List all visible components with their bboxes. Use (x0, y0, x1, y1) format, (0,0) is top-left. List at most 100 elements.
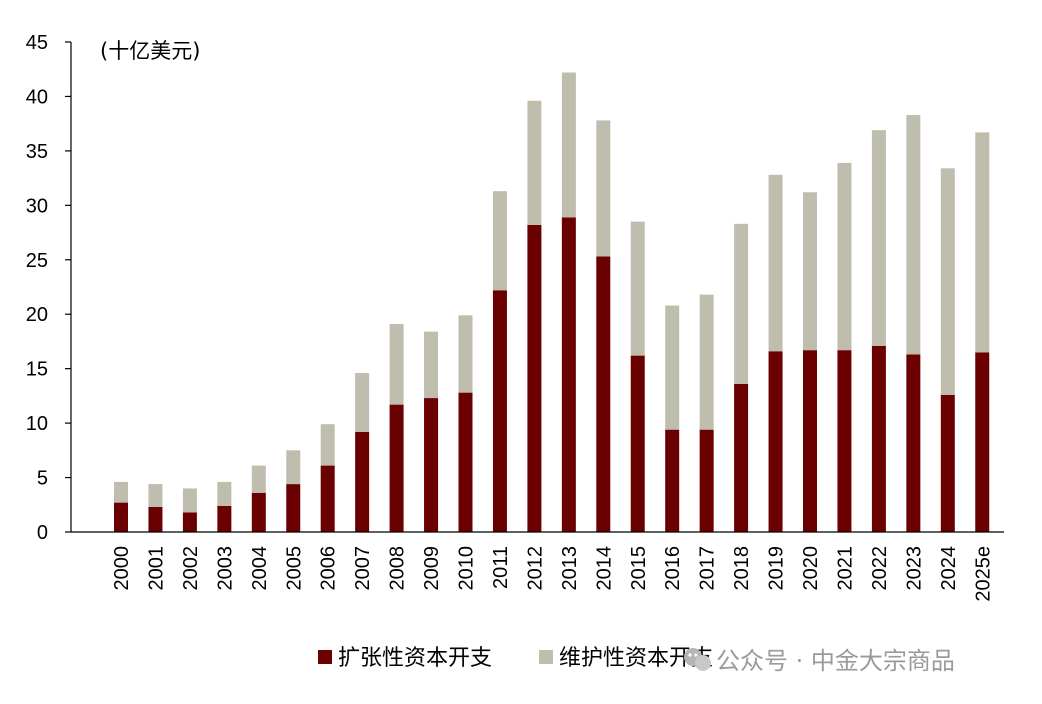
y-axis: 0 5 10 15 20 25 30 35 40 45 (26, 32, 72, 544)
bar-maintenance-2022 (871, 130, 886, 346)
bar-maintenance-2009 (424, 331, 439, 399)
unit-label: (十亿美元) (100, 39, 200, 63)
bar-maintenance-2023 (906, 114, 921, 355)
x-tick-label: 2020 (800, 546, 822, 591)
bar-expansion-2001 (148, 506, 163, 532)
x-tick-label: 2017 (697, 546, 719, 591)
y-tick-label: 15 (26, 359, 48, 381)
bar-maintenance-2018 (734, 223, 749, 384)
bar-maintenance-2011 (492, 191, 507, 291)
bar-maintenance-2005 (286, 450, 301, 485)
bar-expansion-2012 (527, 224, 542, 532)
y-tick-label: 40 (26, 86, 48, 108)
bar-expansion-2008 (389, 404, 404, 532)
bar-maintenance-2003 (217, 481, 232, 506)
bar-maintenance-2016 (665, 305, 680, 430)
x-tick-label: 2025e (972, 546, 994, 602)
y-tick-label: 10 (26, 413, 48, 435)
x-tick-label: 2012 (524, 546, 546, 591)
x-axis: 2000 2001 2002 2003 2004 2005 2006 2007 2008 2009… (71, 531, 1004, 602)
bar-expansion-2000 (114, 502, 128, 532)
bar-expansion-2024 (940, 394, 955, 532)
x-tick-label: 2007 (352, 546, 374, 591)
x-tick-label: 2019 (766, 546, 788, 591)
x-tick-label: 2011 (490, 546, 512, 589)
bar-expansion-2005 (286, 484, 301, 532)
bar-maintenance-2001 (148, 484, 163, 507)
bar-expansion-2007 (355, 431, 370, 532)
bars (114, 72, 990, 533)
bar-maintenance-2006 (320, 424, 335, 466)
legend-swatch-maintenance (539, 650, 553, 664)
y-tick-label: 25 (26, 250, 48, 272)
bar-maintenance-2004 (251, 465, 266, 493)
bar-expansion-2015 (630, 355, 645, 532)
bar-maintenance-2012 (527, 100, 542, 225)
legend-item-expansion: 扩张性资本开支 (318, 646, 492, 671)
bar-maintenance-2020 (803, 192, 817, 351)
bar-expansion-2020 (803, 350, 817, 532)
bar-maintenance-2024 (940, 168, 955, 395)
x-tick-label: 2008 (387, 546, 409, 591)
x-tick-label: 2009 (421, 546, 443, 591)
bar-expansion-2009 (424, 398, 439, 532)
x-tick-label: 2002 (180, 546, 202, 591)
bar-maintenance-2010 (458, 315, 473, 393)
watermark: 公众号 · 中金大宗商品 (684, 647, 955, 675)
y-tick-label: 45 (26, 32, 48, 54)
bar-expansion-2021 (837, 350, 852, 532)
y-tick-label: 0 (37, 522, 48, 544)
y-tick-label: 20 (26, 304, 48, 326)
bar-expansion-2006 (320, 465, 335, 532)
bar-maintenance-2007 (355, 373, 370, 432)
x-tick-label: 2015 (628, 546, 650, 591)
bar-expansion-2002 (182, 512, 197, 532)
bar-expansion-2014 (596, 256, 611, 532)
watermark-text: 公众号 · 中金大宗商品 (716, 647, 955, 675)
bar-expansion-2003 (217, 505, 232, 532)
x-tick-label: 2024 (938, 546, 960, 591)
bar-expansion-2025e (975, 352, 990, 532)
bar-expansion-2004 (251, 492, 266, 532)
bar-expansion-2023 (906, 354, 921, 532)
x-tick-label: 2022 (869, 546, 891, 591)
x-tick-label: 2004 (249, 546, 271, 591)
bar-maintenance-2021 (837, 162, 852, 351)
bar-expansion-2016 (665, 429, 680, 532)
wechat-logo-icon (684, 648, 711, 671)
x-tick-label: 2010 (456, 546, 478, 591)
x-tick-label: 2021 (834, 546, 856, 591)
x-tick-label: 2003 (214, 546, 236, 591)
y-tick-label: 35 (26, 141, 48, 163)
x-tick-label: 2005 (283, 546, 305, 591)
bar-maintenance-2015 (630, 221, 645, 356)
bar-expansion-2013 (561, 217, 576, 533)
x-tick-label: 2023 (903, 546, 925, 591)
x-tick-label: 2000 (111, 546, 133, 591)
bar-expansion-2019 (768, 351, 783, 532)
x-tick-label: 2013 (559, 546, 581, 591)
y-tick-label: 30 (26, 195, 48, 217)
y-tick-label: 5 (37, 468, 48, 490)
x-tick-label: 2001 (145, 546, 167, 591)
bar-maintenance-2025e (975, 132, 990, 353)
legend-label-expansion: 扩张性资本开支 (338, 646, 492, 671)
legend-swatch-expansion (318, 650, 332, 664)
legend: 扩张性资本开支 维护性资本开支 (318, 646, 713, 671)
bar-maintenance-2000 (114, 481, 128, 503)
bar-maintenance-2013 (561, 72, 576, 218)
x-tick-label: 2018 (731, 546, 753, 591)
bar-expansion-2011 (492, 290, 507, 532)
bar-expansion-2018 (734, 383, 749, 532)
bar-maintenance-2008 (389, 324, 404, 405)
bar-maintenance-2019 (768, 174, 783, 352)
bar-expansion-2017 (699, 429, 714, 532)
bar-maintenance-2017 (699, 294, 714, 430)
bar-expansion-2010 (458, 392, 473, 532)
x-tick-label: 2014 (593, 546, 615, 591)
bar-expansion-2022 (871, 345, 886, 532)
bar-maintenance-2014 (596, 120, 611, 257)
x-tick-label: 2006 (318, 546, 340, 591)
bar-maintenance-2002 (182, 488, 197, 513)
